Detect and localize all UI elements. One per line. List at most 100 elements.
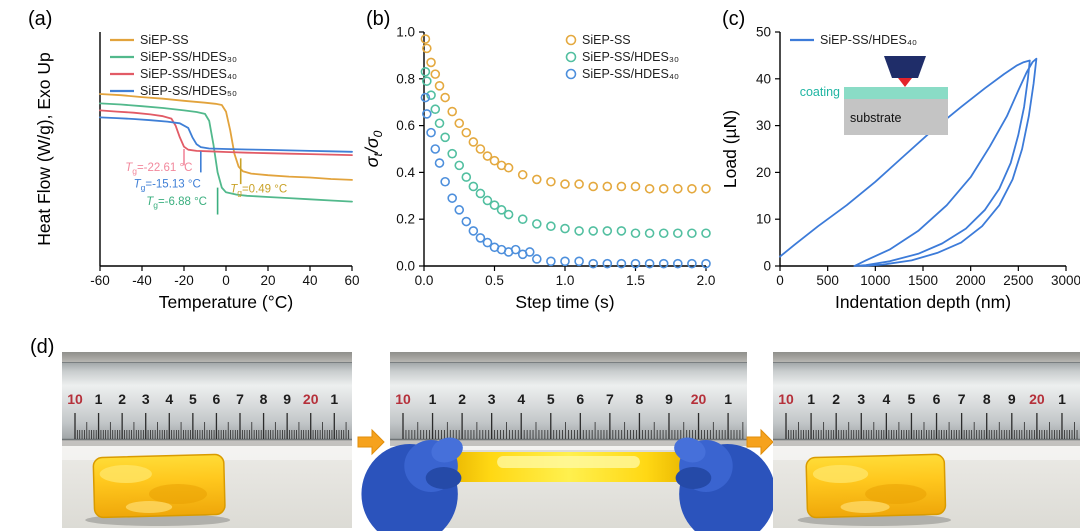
coating-label: coating	[800, 85, 840, 99]
tg-annotation: Tg=-15.13 °C	[134, 151, 202, 193]
y-axis-label: Heat Flow (W/g), Exo Up	[34, 52, 54, 246]
series-SiEP-SS/HDES₄₀	[779, 57, 1038, 267]
ruler-number: 9	[283, 391, 291, 407]
yellow-sample	[797, 453, 952, 526]
ruler-number: 1	[1058, 391, 1066, 407]
legend: SiEP-SS SiEP-SS/HDES₃₀ SiEP-SS/HDES₄₀ SiEP-…	[110, 33, 237, 98]
x-tick-label: 500	[816, 273, 839, 288]
x-tick-label: 0	[776, 273, 784, 288]
ruler-number: 1	[724, 391, 732, 407]
x-axis-ticks: 0.0 0.5 1.0 1.5 2.0	[415, 266, 716, 288]
ruler-number: 3	[857, 391, 865, 407]
ruler-ticks	[785, 413, 1078, 439]
arrow-right-icon	[357, 428, 385, 456]
x-tick-label: 20	[260, 273, 275, 288]
legend-label: SiEP-SS/HDES₄₀	[140, 67, 237, 81]
ruler-ticks	[74, 413, 349, 439]
series-SiEP-SS/HDES₄₀	[99, 109, 353, 157]
ruler-number: 4	[882, 391, 890, 407]
x-tick-label: 1500	[908, 273, 938, 288]
legend-label: SiEP-SS/HDES₅₀	[140, 84, 237, 98]
series-SiEP-SS/HDES₅₀	[99, 116, 353, 153]
legend-label: SiEP-SS	[140, 33, 189, 47]
glove-right	[674, 437, 776, 531]
stretched-film	[447, 450, 690, 482]
ruler-number: 4	[517, 391, 525, 407]
ruler-number: 10	[67, 391, 83, 407]
series-SiEP-SS	[99, 93, 353, 181]
ruler-number: 10	[395, 391, 411, 407]
ruler-number: 1	[807, 391, 815, 407]
legend-label: SiEP-SS/HDES₃₀	[140, 50, 237, 64]
x-tick-label: 40	[302, 273, 317, 288]
tg-annotation: Tg=-6.88 °C	[146, 187, 219, 215]
y-tick-label: 30	[756, 118, 771, 133]
ruler-number: 6	[933, 391, 941, 407]
x-tick-label: 1.5	[626, 273, 645, 288]
ruler-number: 8	[260, 391, 268, 407]
x-axis-ticks: -60 -40 -20 0 20 40 60	[90, 266, 360, 288]
y-tick-label: 50	[756, 25, 771, 40]
series-SiEP-SS/HDES₃₀	[99, 102, 353, 203]
dsc-heat-flow-chart: -60 -40 -20 0 20 40 60 Temperature (°C) Heat Flo…	[34, 32, 360, 312]
series-SiEP-SS/HDES₃₀	[420, 66, 711, 239]
ruler-number: 5	[908, 391, 916, 407]
photo-stretched-sample: 10 1 2 3 4 5 6 7 8 9 20 1	[361, 352, 776, 531]
series-SiEP-SS/HDES₄₀	[420, 92, 711, 269]
x-tick-label: 2.0	[697, 273, 716, 288]
x-axis-label: Step time (s)	[515, 292, 614, 312]
ruler-number: 20	[691, 391, 707, 407]
steel-ruler: 10 1 2 3 4 5 6 7 8 9 20 1	[62, 362, 352, 441]
legend-label: SiEP-SS/HDES₄₀	[820, 33, 917, 47]
panel-c-label: (c)	[722, 8, 746, 30]
x-tick-label: 1000	[860, 273, 890, 288]
x-tick-label: 0.5	[485, 273, 504, 288]
tg-annotation-text: Tg=-6.88 °C	[146, 196, 207, 210]
ruler-number: 2	[458, 391, 466, 407]
nanoindentation-chart: 0 500 1000 1500 2000 2500 3000 0 10 20 30 40 50 Inden…	[720, 25, 1080, 313]
indenter-icon	[884, 56, 926, 78]
indentation-schematic-inset: coating substrate	[800, 56, 948, 135]
series-SiEP-SS	[420, 34, 711, 194]
steel-ruler: 10 1 2 3 4 5 6 7 8 9 20 1	[773, 362, 1080, 441]
ruler-shadow	[773, 440, 1080, 446]
ruler-number: 7	[606, 391, 614, 407]
ruler-number: 8	[636, 391, 644, 407]
ruler-number: 9	[1008, 391, 1016, 407]
y-tick-label: 1.0	[396, 25, 415, 40]
x-tick-label: -40	[132, 273, 152, 288]
ruler-number: 5	[189, 391, 197, 407]
y-tick-label: 0	[763, 259, 771, 274]
ruler-number: 1	[429, 391, 437, 407]
indenter-tip-icon	[898, 78, 912, 87]
ruler-number: 9	[665, 391, 673, 407]
panel-d-label: (d)	[30, 336, 55, 358]
coating-layer	[844, 87, 948, 99]
substrate-block	[844, 99, 948, 135]
ruler-number: 5	[547, 391, 555, 407]
legend: SiEP-SS/HDES₄₀	[790, 33, 917, 47]
y-tick-label: 0.4	[396, 165, 415, 180]
ruler-number: 20	[303, 391, 319, 407]
ruler-shadow	[390, 440, 747, 446]
y-tick-label: 0.6	[396, 118, 415, 133]
x-axis-label: Indentation depth (nm)	[835, 292, 1011, 312]
ruler-number: 2	[832, 391, 840, 407]
x-tick-label: 2500	[1003, 273, 1033, 288]
x-tick-label: 60	[344, 273, 359, 288]
stress-relaxation-chart: 0.0 0.5 1.0 1.5 2.0 0.0 0.2 0.4 0.6 0.8 1.0 Step ti…	[362, 25, 716, 313]
tg-annotation-text: Tg=-22.61 °C	[125, 162, 192, 176]
tg-annotation-text: Tg=0.49 °C	[230, 183, 287, 197]
x-tick-label: 3000	[1051, 273, 1080, 288]
ruler-ticks	[402, 413, 744, 439]
y-axis-ticks: 0 10 20 30 40 50	[756, 25, 780, 274]
panel-b-label: (b)	[366, 8, 391, 30]
ruler-number: 10	[778, 391, 794, 407]
x-axis-label: Temperature (°C)	[159, 292, 293, 312]
ruler-number: 20	[1029, 391, 1045, 407]
photo-relaxed-sample-after: 10 1 2 3 4 5 6 7 8 9 20 1	[773, 352, 1080, 528]
ruler-number: 2	[118, 391, 126, 407]
ruler-number: 6	[576, 391, 584, 407]
ruler-number: 3	[142, 391, 150, 407]
